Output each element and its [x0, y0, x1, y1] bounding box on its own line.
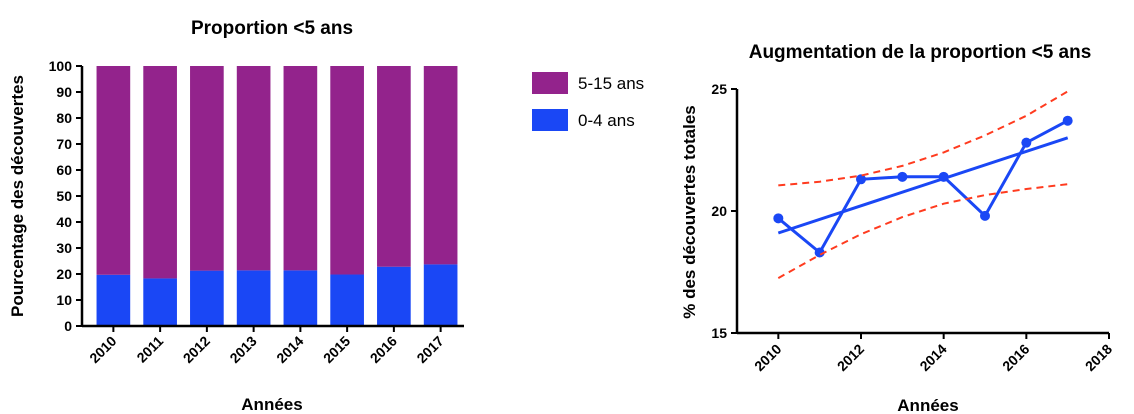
legend-swatch [532, 109, 568, 131]
left-y-tick-label: 30 [56, 240, 72, 256]
data-point-2017 [1062, 115, 1073, 126]
bar-under5-2015 [330, 274, 364, 326]
bar-over5-2017 [423, 66, 458, 265]
left-bars: 2010 2011 2012 2013 2014 2015 2016 2017 [86, 66, 458, 366]
bar-under5-2016 [377, 266, 411, 326]
left-x-tick-label: 2017 [413, 333, 446, 366]
right-x-tick-label: 2016 [999, 341, 1032, 374]
bar-under5-2012 [190, 270, 224, 326]
data-point-2016 [1021, 137, 1032, 148]
left-y-tick-label: 100 [49, 58, 73, 74]
right-y-tick-label: 20 [711, 203, 727, 219]
legend-label: 0-4 ans [578, 111, 635, 130]
left-y-axis-label: Pourcentage des découvertes [8, 75, 27, 317]
bar-under5-2013 [236, 270, 271, 326]
left-y-tick-label: 10 [56, 292, 72, 308]
left-y-tick-label: 90 [56, 84, 72, 100]
left-x-tick-label: 2014 [273, 333, 306, 366]
series-regression [777, 136, 1069, 235]
left-x-tick-label: 2015 [320, 333, 353, 366]
left-x-tick-label: 2016 [367, 333, 400, 366]
data-point-2015 [980, 210, 990, 221]
right-x-tick-label: 2014 [916, 341, 949, 374]
left-x-tick-label: 2011 [133, 333, 166, 366]
left-x-axis-label: Années [241, 395, 302, 414]
right-x-tick-label: 2010 [751, 341, 784, 374]
left-y-tick-label: 0 [64, 318, 72, 334]
bar-over5-2015 [330, 66, 364, 275]
right-x-axis-label: Années [897, 396, 958, 414]
bar-under5-2010 [96, 274, 131, 326]
data-point-2013 [897, 171, 908, 182]
legend-label: 5-15 ans [578, 74, 644, 93]
legend-swatch [532, 72, 568, 94]
bar-under5-2017 [423, 264, 458, 326]
data-point-2011 [814, 247, 825, 258]
right-y-axis-label: % des découvertes totales [680, 105, 699, 319]
right-y-tick-label: 25 [711, 81, 727, 97]
left-y-tick-label: 20 [56, 266, 72, 282]
stacked-bar-chart: Proportion <5 ans Pourcentage des découv… [8, 18, 644, 414]
bar-over5-2010 [96, 66, 131, 275]
bar-over5-2016 [377, 66, 411, 267]
series-upper-band [778, 90, 1069, 187]
data-point-2012 [856, 174, 866, 185]
right-chart-title: Augmentation de la proportion <5 ans [749, 42, 1092, 63]
left-x-tick-label: 2012 [180, 333, 213, 366]
left-y-tick-label: 60 [56, 162, 72, 178]
left-x-tick-label: 2010 [86, 333, 119, 366]
right-y-tick-label: 15 [711, 325, 727, 341]
left-axes: 0 10 20 30 40 50 60 70 80 90 100 [49, 58, 464, 334]
bar-under5-2014 [283, 270, 318, 326]
legend: 5-15 ans 0-4 ans [532, 72, 644, 131]
series-lower-band [777, 183, 1068, 279]
left-y-tick-label: 40 [56, 214, 72, 230]
left-y-tick-label: 70 [56, 136, 72, 152]
data-point-2010 [773, 213, 784, 224]
left-y-tick-label: 80 [56, 110, 72, 126]
bar-over5-2011 [143, 66, 177, 279]
bar-over5-2014 [283, 66, 318, 271]
left-x-tick-label: 2013 [226, 333, 259, 366]
left-chart-title: Proportion <5 ans [191, 18, 353, 39]
right-plot-area [773, 90, 1073, 279]
left-y-tick-label: 50 [56, 188, 72, 204]
bar-over5-2012 [190, 66, 224, 271]
right-x-tick-label: 2012 [834, 341, 867, 374]
bar-over5-2013 [236, 66, 271, 271]
bar-under5-2011 [143, 278, 177, 326]
regression-line-chart: Augmentation de la proportion <5 ans % d… [680, 42, 1115, 414]
right-axes: 15 20 25 2010 2012 2014 2016 2018 [711, 81, 1115, 374]
right-x-tick-label: 2018 [1082, 341, 1115, 374]
